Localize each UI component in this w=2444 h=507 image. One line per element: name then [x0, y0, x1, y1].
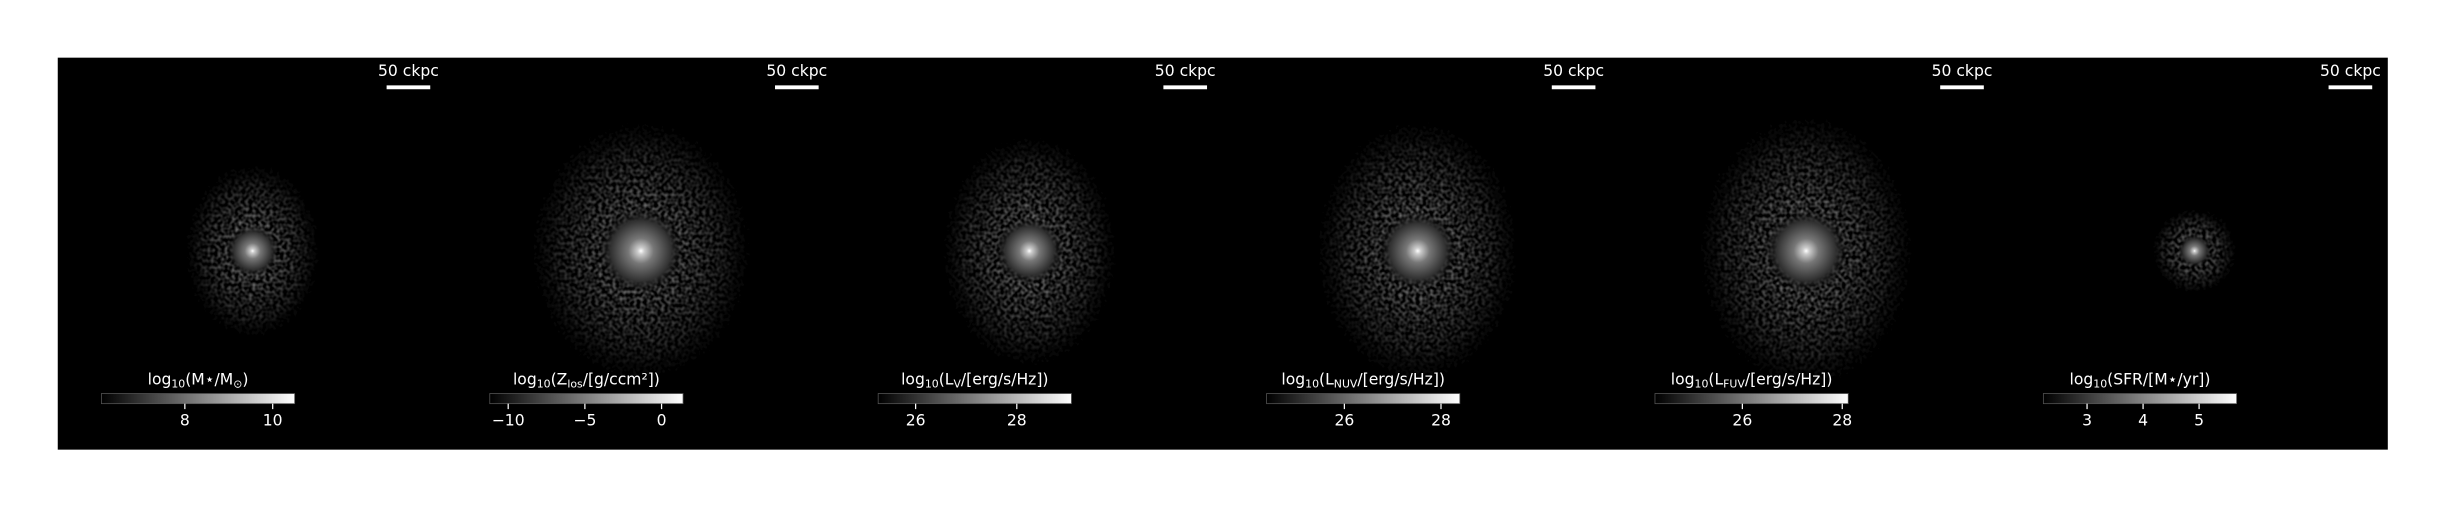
- label-part: (M⋆/M: [185, 370, 233, 388]
- label-part: /[erg/s/Hz]): [1357, 370, 1445, 388]
- colorbar: [101, 393, 296, 405]
- colorbar-tick-label: 28: [1832, 411, 1852, 429]
- colorbar-label: log10(SFR/[M⋆/yr]): [2070, 370, 2211, 390]
- colorbar-tick-label: 10: [263, 411, 283, 429]
- colorbar-label: log10(LV/[erg/s/Hz]): [901, 370, 1048, 390]
- colorbar: [2042, 393, 2238, 405]
- label-part: log: [513, 370, 537, 388]
- colorbar-tick-label: 28: [1007, 411, 1027, 429]
- colorbar: [1266, 393, 1461, 405]
- galaxy-core: [1764, 209, 1848, 293]
- colorbar-tick-label: −10: [492, 411, 525, 429]
- scale-bar-label: 50 ckpc: [1155, 62, 1216, 80]
- colorbar-tick-label: 28: [1431, 411, 1451, 429]
- label-part: (SFR/[M⋆/yr]): [2107, 370, 2210, 388]
- label-part: FUV: [1723, 377, 1745, 390]
- label-part: ): [242, 370, 248, 388]
- label-part: /[g/ccm²]): [583, 370, 660, 388]
- colorbar-tick-label: 26: [906, 411, 926, 429]
- label-part: log: [148, 370, 172, 388]
- label-part: ⊙: [233, 377, 242, 390]
- galaxy-core: [995, 217, 1064, 285]
- colorbar-tick-label: 4: [2138, 411, 2148, 429]
- label-part: log: [1281, 370, 1305, 388]
- colorbar-tick-label: 5: [2194, 411, 2204, 429]
- galaxy-core: [226, 224, 279, 278]
- galaxy-core: [2178, 234, 2211, 268]
- label-part: log: [901, 370, 925, 388]
- label-part: 10: [1305, 377, 1319, 390]
- label-part: /[erg/s/Hz]): [1745, 370, 1833, 388]
- image-area: [57, 57, 2388, 450]
- colorbar-label: log10(LFUV/[erg/s/Hz]): [1671, 370, 1833, 390]
- label-part: (L: [1708, 370, 1723, 388]
- galaxy-core: [1378, 211, 1458, 291]
- label-part: (L: [939, 370, 954, 388]
- colorbar-tick-label: 3: [2082, 411, 2092, 429]
- colorbar-tick-label: 0: [657, 411, 667, 429]
- scale-bar-label: 50 ckpc: [378, 62, 439, 80]
- label-part: (Z: [551, 370, 568, 388]
- galaxy-core: [598, 208, 684, 294]
- colorbar: [877, 393, 1072, 405]
- label-part: 10: [537, 377, 551, 390]
- label-part: /[erg/s/Hz]): [961, 370, 1049, 388]
- scale-bar-label: 50 ckpc: [2320, 62, 2381, 80]
- label-part: 10: [1695, 377, 1709, 390]
- colorbar: [1654, 393, 1849, 405]
- scale-bar-label: 50 ckpc: [1932, 62, 1993, 80]
- label-part: 10: [2093, 377, 2107, 390]
- scale-bar-label: 50 ckpc: [766, 62, 827, 80]
- colorbar: [489, 393, 684, 405]
- colorbar-tick-label: 26: [1334, 411, 1354, 429]
- label-part: log: [1671, 370, 1695, 388]
- colorbar-tick-label: −5: [573, 411, 596, 429]
- label-part: los: [567, 377, 583, 390]
- colorbar-label: log10(LNUV/[erg/s/Hz]): [1281, 370, 1445, 390]
- label-part: 10: [171, 377, 185, 390]
- label-part: 10: [925, 377, 939, 390]
- label-part: (L: [1319, 370, 1334, 388]
- colorbar-label: log10(Zlos/[g/ccm²]): [513, 370, 660, 390]
- label-part: log: [2070, 370, 2094, 388]
- label-part: V: [953, 377, 961, 390]
- colorbar-label: log10(M⋆/M⊙): [148, 370, 249, 390]
- colorbar-tick-label: 8: [180, 411, 190, 429]
- colorbar-tick-label: 26: [1732, 411, 1752, 429]
- label-part: NUV: [1334, 377, 1358, 390]
- scale-bar-label: 50 ckpc: [1543, 62, 1604, 80]
